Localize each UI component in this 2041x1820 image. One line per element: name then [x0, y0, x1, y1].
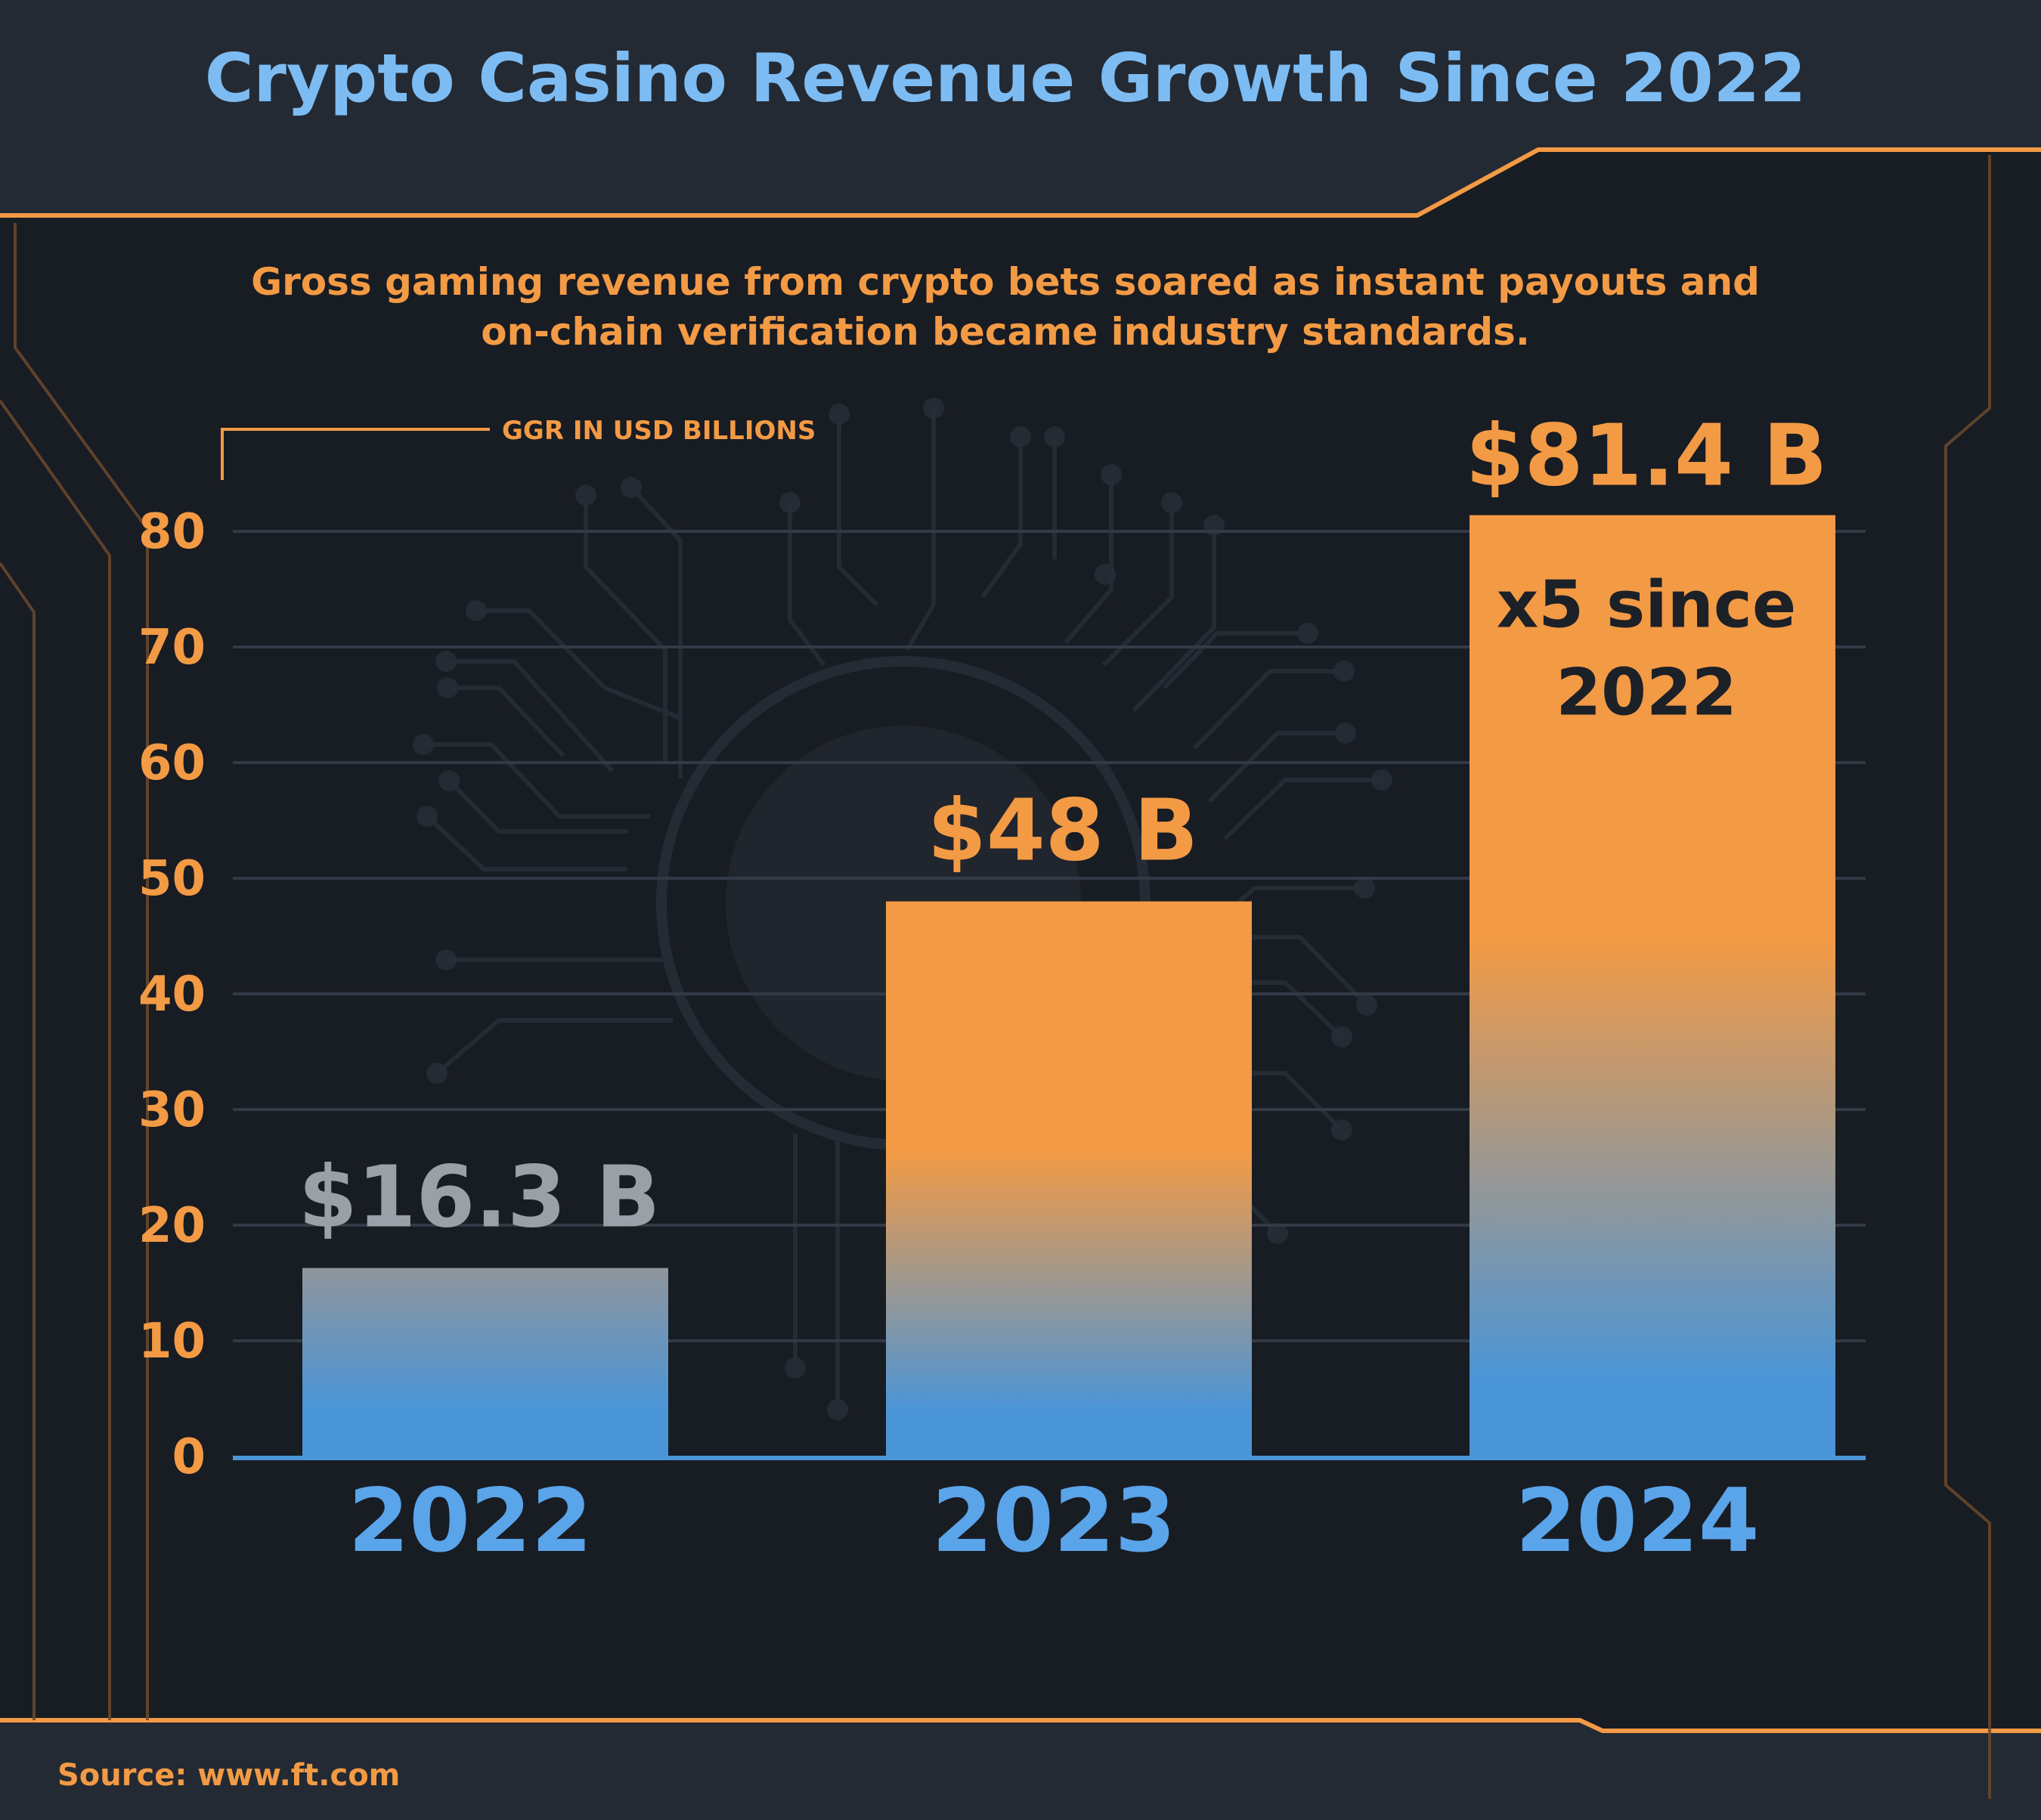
y-tick-label: 60 [138, 735, 206, 791]
source-link[interactable]: www.ft.com [197, 1758, 401, 1793]
value-label-2023: $48 B [928, 782, 1198, 881]
unit-label-bracket [221, 428, 490, 480]
chart-title: Crypto Casino Revenue Growth Since 2022 [204, 39, 1807, 117]
bar-2023 [886, 901, 1252, 1456]
frame-top-line [0, 147, 2041, 218]
y-axis-unit-label: GGR IN USD BILLIONS [502, 416, 816, 446]
y-tick-label: 10 [138, 1314, 206, 1370]
x-tick-label-2024: 2024 [1516, 1470, 1760, 1572]
y-tick-label: 50 [138, 851, 206, 907]
source-credit: Source: www.ft.com [57, 1758, 400, 1793]
circuit-lines [0, 155, 1991, 1799]
x-tick-label-2023: 2023 [932, 1470, 1176, 1572]
y-tick-label: 20 [138, 1198, 206, 1254]
bar-annotation-line: x5 since [1497, 568, 1796, 643]
chart-subtitle: Gross gaming revenue from crypto bets so… [251, 260, 1760, 354]
y-tick-label: 40 [138, 967, 206, 1023]
y-tick-label: 80 [138, 504, 206, 560]
bar-2024 [1470, 515, 1835, 1456]
y-tick-label: 70 [138, 620, 206, 676]
y-tick-label: 30 [138, 1082, 206, 1138]
y-tick-label: 0 [172, 1429, 206, 1485]
frame-bottom-line [0, 1718, 2041, 1733]
circuit-nodes [413, 398, 1392, 1420]
value-label-2022: $16.3 B [299, 1149, 661, 1247]
value-label-2024: $81.4 B [1466, 407, 1828, 506]
source-label: Source: [57, 1758, 187, 1793]
x-tick-label-2022: 2022 [348, 1470, 593, 1572]
bar-2022 [302, 1268, 668, 1456]
bar-annotation-line: 2022 [1556, 655, 1736, 731]
